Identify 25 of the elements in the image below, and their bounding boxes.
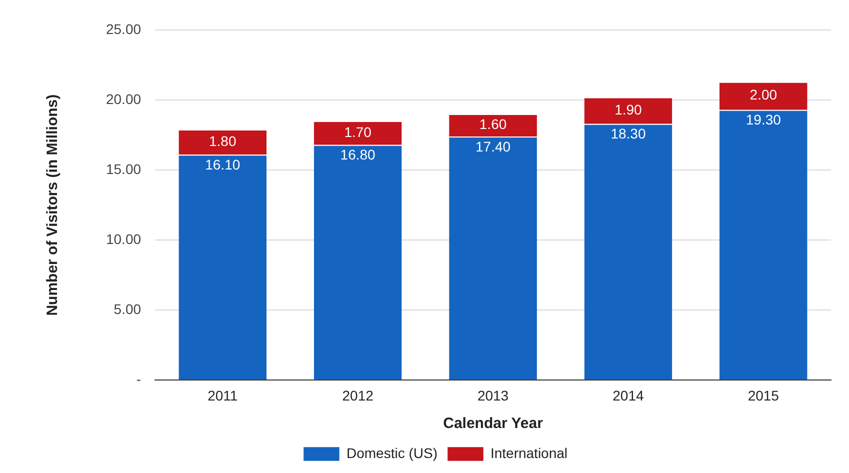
y-tick-label: 15.00	[106, 160, 142, 177]
x-tick-label: 2013	[477, 387, 509, 404]
data-label: 1.80	[209, 132, 236, 149]
x-tick-label: 2014	[612, 387, 644, 404]
data-label: 1.70	[344, 124, 372, 140]
data-label: 17.40	[475, 138, 511, 154]
data-label: 2.00	[750, 86, 778, 103]
legend-label: International	[490, 444, 568, 461]
y-tick-label: 5.00	[114, 301, 142, 318]
y-tick-label: -	[136, 371, 142, 388]
x-axis-title: Calendar Year	[443, 415, 544, 432]
data-label: 16.10	[205, 156, 240, 173]
y-tick-label: 20.00	[106, 90, 142, 107]
data-label: 18.30	[610, 126, 646, 142]
y-tick-label: 10.00	[106, 230, 142, 247]
data-label: 1.60	[479, 116, 507, 132]
y-tick-label: 25.00	[106, 20, 142, 37]
x-tick-label: 2015	[748, 387, 780, 404]
x-tick-label: 2012	[342, 387, 374, 404]
x-tick-label: 2011	[208, 387, 238, 404]
legend-label: Domestic (US)	[346, 444, 438, 461]
data-label: 1.90	[614, 101, 642, 118]
data-label: 16.80	[340, 146, 376, 163]
y-axis-title: Number of Visitors (in Millions)	[44, 94, 62, 316]
data-label: 19.30	[746, 112, 782, 128]
